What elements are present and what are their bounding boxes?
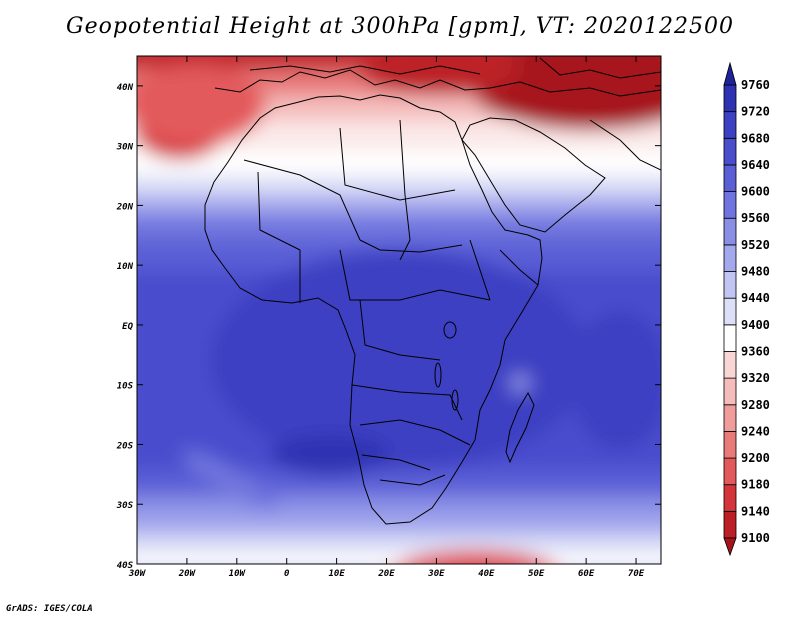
x-tick-label: 0 <box>284 569 290 579</box>
x-tick-label: 20W <box>178 569 197 579</box>
colorbar-box <box>723 484 737 512</box>
colorbar-label: 9180 <box>741 478 770 492</box>
colorbar-label: 9140 <box>741 504 770 518</box>
colorbar-box <box>723 137 737 166</box>
colorbar-box <box>723 191 737 219</box>
y-tick-label: 10N <box>117 262 134 272</box>
colorbar-box <box>723 84 737 113</box>
colorbar-label: 9240 <box>741 424 770 438</box>
colorbar-box <box>723 244 737 272</box>
colorbar-box <box>723 431 737 459</box>
coastlines <box>204 57 661 525</box>
y-tick-label: EQ <box>122 322 133 332</box>
colorbar-box <box>723 217 737 246</box>
colorbar-label: 9320 <box>741 371 770 385</box>
colorbar-box <box>723 111 737 139</box>
colorbar-label: 9680 <box>741 131 770 145</box>
colorbar: 9100 9140 9180 9200 9240 9280 9320 9360 9400 9440… <box>723 61 770 557</box>
y-tick-label: 40S <box>117 561 134 571</box>
y-tick-label: 20N <box>116 202 134 212</box>
x-tick-label: 40E <box>478 569 495 579</box>
colorbar-box <box>723 297 737 326</box>
colorbar-label: 9200 <box>741 451 770 465</box>
y-axis: 40S 30S 20S 10S EQ 10N 20N 30N 40N <box>116 83 661 571</box>
y-tick-label: 40N <box>117 83 134 93</box>
colorbar-box <box>723 404 737 432</box>
x-tick-label: 20E <box>377 569 395 579</box>
colorbar-box <box>723 377 737 406</box>
height-field <box>137 56 661 564</box>
colorbar-label: 9100 <box>741 531 770 545</box>
colorbar-label: 9280 <box>741 398 770 412</box>
x-tick-label: 30W <box>128 569 147 579</box>
colorbar-label: 9440 <box>741 291 770 305</box>
y-tick-label: 30S <box>116 501 134 511</box>
y-tick-label: 10S <box>117 382 134 392</box>
colorbar-box <box>723 324 737 352</box>
colorbar-box <box>723 510 737 539</box>
x-tick-label: 70E <box>628 569 645 579</box>
colorbar-label: 9720 <box>741 105 770 119</box>
y-tick-label: 20S <box>116 441 134 451</box>
colorbar-label: 9560 <box>741 211 770 225</box>
colorbar-label: 9600 <box>741 185 770 199</box>
colorbar-label: 9360 <box>741 344 770 358</box>
x-tick-label: 60E <box>578 569 595 579</box>
colorbar-label: 9520 <box>741 238 770 252</box>
map-title: Geopotential Height at 300hPa [gpm], VT:… <box>66 14 734 39</box>
colorbar-box <box>723 271 737 299</box>
x-tick-label: 10W <box>229 569 247 579</box>
x-tick-label: 10E <box>328 569 345 579</box>
credit-text: GrADS: IGES/COLA <box>6 604 93 614</box>
plot-frame <box>136 55 662 565</box>
colorbar-box <box>723 164 737 192</box>
colorbar-label: 9760 <box>741 78 770 92</box>
x-axis: 30W 20W 10W 0 10E 20E 30E 40E 50E 60E 70E <box>128 56 645 579</box>
colorbar-label: 9480 <box>741 265 770 279</box>
colorbar-label: 9640 <box>741 158 770 172</box>
colorbar-box <box>723 351 737 379</box>
colorbar-bottom-arrow <box>723 537 737 557</box>
x-tick-label: 30E <box>427 569 445 579</box>
x-tick-label: 50E <box>528 569 545 579</box>
colorbar-top-arrow <box>723 61 737 86</box>
y-tick-label: 30N <box>116 143 134 153</box>
colorbar-label: 9400 <box>741 318 770 332</box>
colorbar-box <box>723 457 737 486</box>
